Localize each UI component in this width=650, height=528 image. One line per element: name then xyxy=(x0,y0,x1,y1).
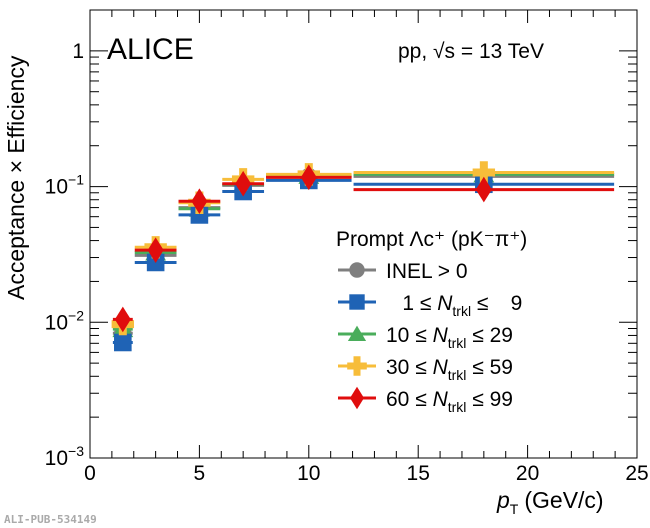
y-tick-label: 10−2 xyxy=(45,307,85,334)
series-1 xyxy=(112,171,615,352)
series-0 xyxy=(112,167,615,343)
legend-label: INEL > 0 xyxy=(386,260,468,283)
legend-sub: trkl xyxy=(448,399,467,415)
y-tick-base: 10 xyxy=(45,176,68,199)
legend-label: 60 ≤ Ntrkl ≤ 99 xyxy=(386,388,513,415)
y-tick-label: 1 xyxy=(72,40,84,63)
legend-marker xyxy=(349,262,365,278)
legend-title: Prompt Λc⁺ (pK⁻π⁺) xyxy=(336,228,527,251)
data-point xyxy=(147,237,164,263)
x-label-sub: T xyxy=(510,501,519,517)
data-marks xyxy=(111,161,615,352)
legend-label: 30 ≤ Ntrkl ≤ 59 xyxy=(386,356,513,383)
legend-hi: ≤ 59 xyxy=(466,356,513,379)
chart-title: ALICE xyxy=(107,33,194,66)
legend-entry: 30 ≤ Ntrkl ≤ 59 xyxy=(338,356,513,383)
watermark: ALI-PUB-534149 xyxy=(4,513,97,526)
y-tick-label: 10−3 xyxy=(45,443,85,470)
x-label-p: p xyxy=(496,487,510,513)
legend-sub: trkl xyxy=(452,303,471,319)
legend-entry: 60 ≤ Ntrkl ≤ 99 xyxy=(338,386,513,415)
legend-n: N xyxy=(433,388,449,411)
legend-label: 1 ≤ Ntrkl ≤ 9 xyxy=(386,292,522,319)
data-point xyxy=(472,161,496,184)
legend-hi: ≤ 99 xyxy=(466,388,513,411)
data-point xyxy=(475,176,492,203)
chart-subtitle: pp, √s = 13 TeV xyxy=(398,40,544,63)
data-point xyxy=(300,164,317,191)
data-point xyxy=(235,170,252,197)
legend-marker xyxy=(347,325,367,341)
legend-marker xyxy=(350,386,364,410)
legend-marker xyxy=(347,356,367,376)
data-point xyxy=(114,306,131,333)
legend-n: N xyxy=(437,292,453,315)
y-tick-exp: −3 xyxy=(68,443,84,459)
data-point xyxy=(114,333,132,352)
x-tick-label: 25 xyxy=(625,462,648,485)
x-label-units: (GeV/c) xyxy=(524,487,603,513)
legend-n: N xyxy=(433,324,449,347)
x-tick-label: 5 xyxy=(194,462,206,485)
x-tick-label: 10 xyxy=(297,462,320,485)
legend-label: 10 ≤ Ntrkl ≤ 29 xyxy=(386,324,513,351)
y-tick-label: 10−1 xyxy=(45,172,85,199)
x-axis-label: pT (GeV/c) xyxy=(496,487,604,517)
x-tick-label: 15 xyxy=(407,462,430,485)
legend-entry: 1 ≤ Ntrkl ≤ 9 xyxy=(338,292,522,319)
y-tick-exp: −2 xyxy=(68,307,84,323)
legend-sub: trkl xyxy=(448,367,467,383)
legend: INEL > 0 1 ≤ Ntrkl ≤ 9 10 ≤ Ntrkl ≤ 29 30 … xyxy=(338,260,522,415)
x-tick-label: 20 xyxy=(516,462,539,485)
legend-lo: 60 ≤ xyxy=(386,388,433,411)
y-tick-exp: −1 xyxy=(68,172,84,188)
legend-n: N xyxy=(433,356,449,379)
data-point xyxy=(190,206,209,224)
legend-lo: 10 ≤ xyxy=(386,324,433,347)
series-4 xyxy=(112,164,615,333)
y-tick-base: 10 xyxy=(45,311,68,334)
data-point xyxy=(191,188,208,215)
legend-lo: 30 ≤ xyxy=(386,356,433,379)
legend-hi: ≤ 29 xyxy=(466,324,513,347)
legend-lo: 1 ≤ xyxy=(386,292,437,315)
legend-entry: INEL > 0 xyxy=(338,260,468,283)
y-tick-base: 10 xyxy=(45,447,68,470)
legend-marker xyxy=(349,294,365,310)
x-tick-label: 0 xyxy=(84,462,96,485)
legend-sub: trkl xyxy=(448,335,467,351)
legend-hi: ≤ 9 xyxy=(471,292,522,315)
plot-frame xyxy=(89,9,638,459)
y-axis-label: Acceptance × Efficiency xyxy=(3,55,29,300)
legend-entry: 10 ≤ Ntrkl ≤ 29 xyxy=(338,324,513,351)
y-tick-base: 1 xyxy=(72,40,84,63)
